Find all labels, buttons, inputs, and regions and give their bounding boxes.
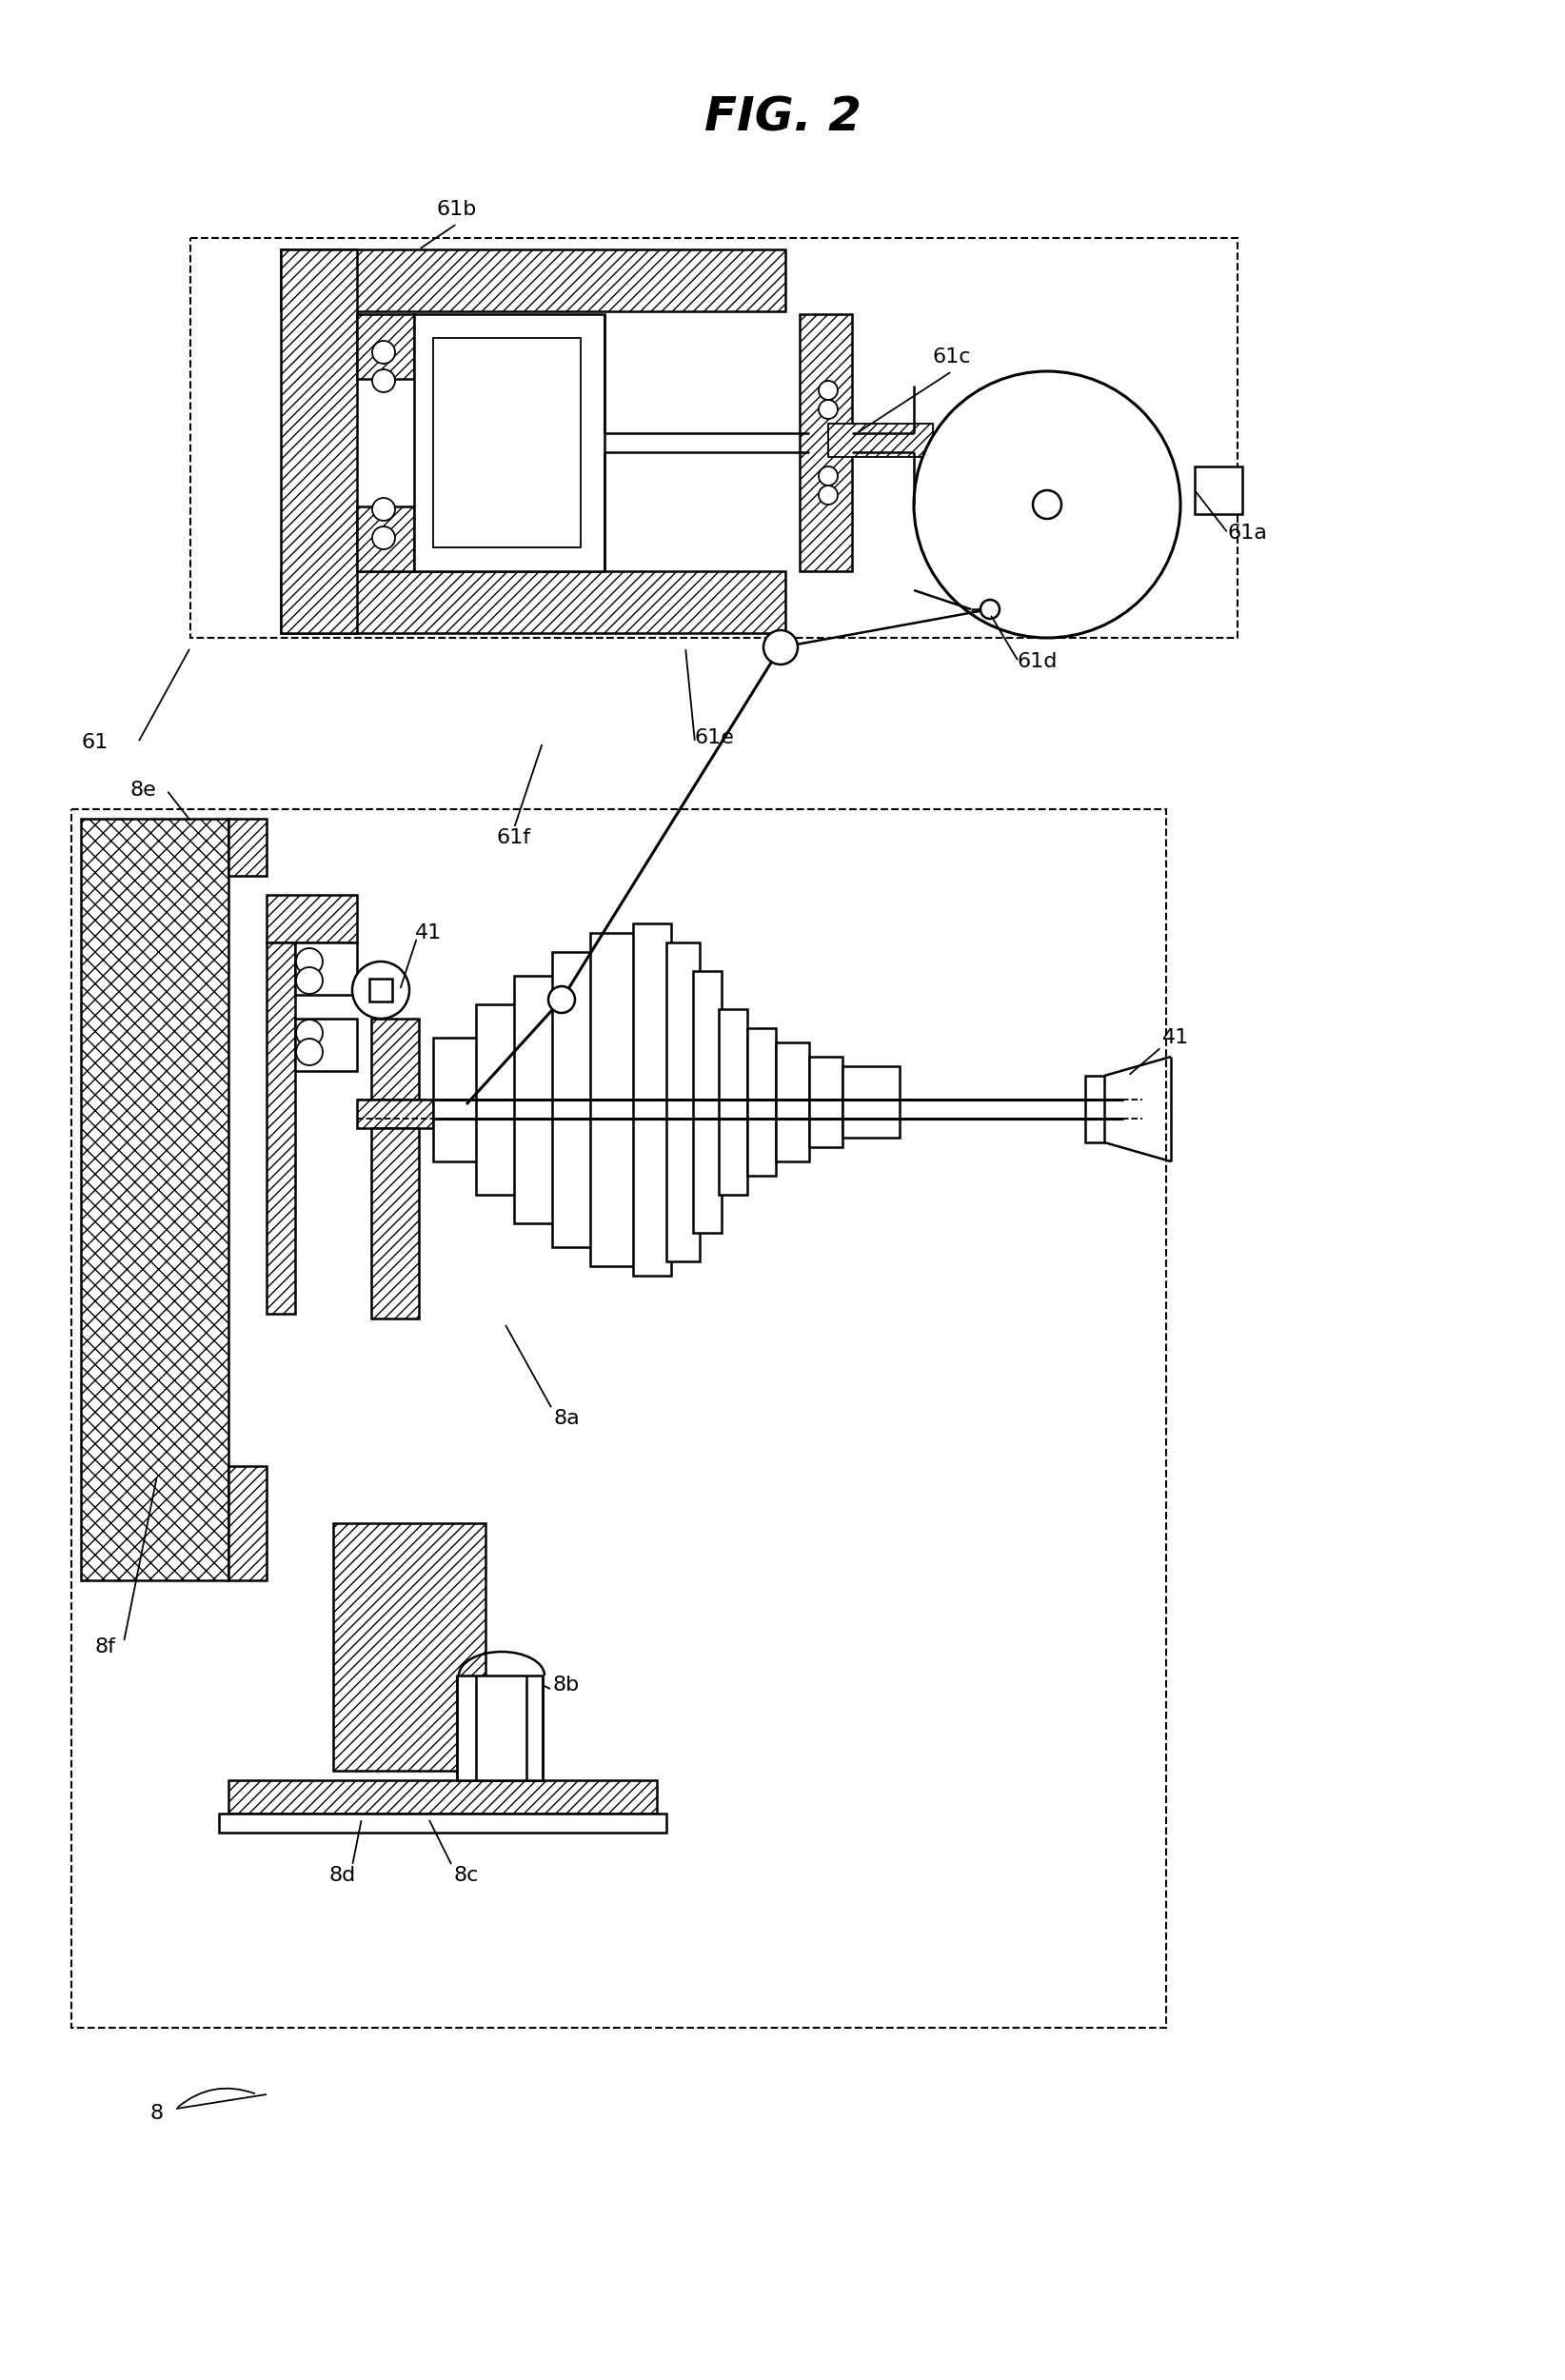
Bar <box>552 952 599 1247</box>
Text: 61e: 61e <box>693 728 734 747</box>
Circle shape <box>296 966 322 995</box>
Bar <box>296 1019 357 1071</box>
Circle shape <box>818 400 837 419</box>
Bar <box>371 1128 419 1319</box>
Bar <box>434 338 581 547</box>
Text: 8: 8 <box>150 2104 164 2123</box>
Bar <box>357 507 415 571</box>
Text: 61c: 61c <box>933 347 972 367</box>
Bar <box>296 942 357 995</box>
Text: 61d: 61d <box>1017 652 1058 671</box>
Bar <box>280 250 357 633</box>
Bar <box>191 238 1238 638</box>
Bar <box>72 809 1166 2028</box>
Text: 41: 41 <box>1163 1028 1189 1047</box>
Text: 61f: 61f <box>496 828 531 847</box>
Bar <box>415 314 604 571</box>
Bar <box>1194 466 1243 514</box>
Bar <box>842 1066 900 1138</box>
Circle shape <box>818 466 837 486</box>
Bar <box>219 1814 667 1833</box>
Bar <box>357 314 415 378</box>
Bar <box>357 1100 434 1128</box>
Bar <box>280 571 786 633</box>
Bar <box>718 1009 747 1195</box>
Circle shape <box>1033 490 1061 519</box>
Circle shape <box>981 600 1000 619</box>
Text: 8f: 8f <box>94 1637 116 1656</box>
Circle shape <box>372 369 394 393</box>
Bar <box>476 1004 524 1195</box>
Text: 41: 41 <box>415 923 441 942</box>
Bar <box>747 1028 776 1176</box>
Bar <box>81 819 228 1580</box>
Circle shape <box>818 381 837 400</box>
Bar <box>1085 1076 1105 1142</box>
Circle shape <box>914 371 1180 638</box>
Bar <box>434 1038 495 1161</box>
Text: FIG. 2: FIG. 2 <box>704 95 861 140</box>
Bar <box>369 978 393 1002</box>
Circle shape <box>764 631 798 664</box>
Circle shape <box>352 962 410 1019</box>
Bar <box>228 1780 657 1814</box>
Text: 61a: 61a <box>1227 524 1268 543</box>
Circle shape <box>372 526 394 550</box>
Bar <box>590 933 643 1266</box>
Bar <box>800 314 851 571</box>
Bar <box>513 976 562 1223</box>
Text: 61: 61 <box>81 733 108 752</box>
Bar <box>228 1466 266 1580</box>
Circle shape <box>372 340 394 364</box>
Bar <box>693 971 721 1233</box>
Text: 8c: 8c <box>454 1866 479 1885</box>
Text: 61b: 61b <box>437 200 477 219</box>
Bar <box>667 942 700 1261</box>
Circle shape <box>372 497 394 521</box>
Bar <box>776 1042 809 1161</box>
Text: 8a: 8a <box>552 1409 579 1428</box>
Text: 8b: 8b <box>552 1676 581 1695</box>
Bar <box>809 1057 842 1147</box>
Bar <box>634 923 671 1276</box>
Bar <box>280 250 786 312</box>
Circle shape <box>296 1019 322 1047</box>
Bar <box>266 942 296 1314</box>
Bar <box>457 1676 543 1780</box>
Bar <box>371 1019 419 1100</box>
Circle shape <box>818 486 837 505</box>
Circle shape <box>548 985 574 1014</box>
Bar <box>828 424 933 457</box>
Bar <box>228 819 266 876</box>
Circle shape <box>296 947 322 976</box>
Bar <box>333 1523 485 1771</box>
Bar <box>266 895 357 942</box>
Text: 8d: 8d <box>329 1866 357 1885</box>
Circle shape <box>296 1038 322 1066</box>
Text: 8e: 8e <box>130 781 156 800</box>
